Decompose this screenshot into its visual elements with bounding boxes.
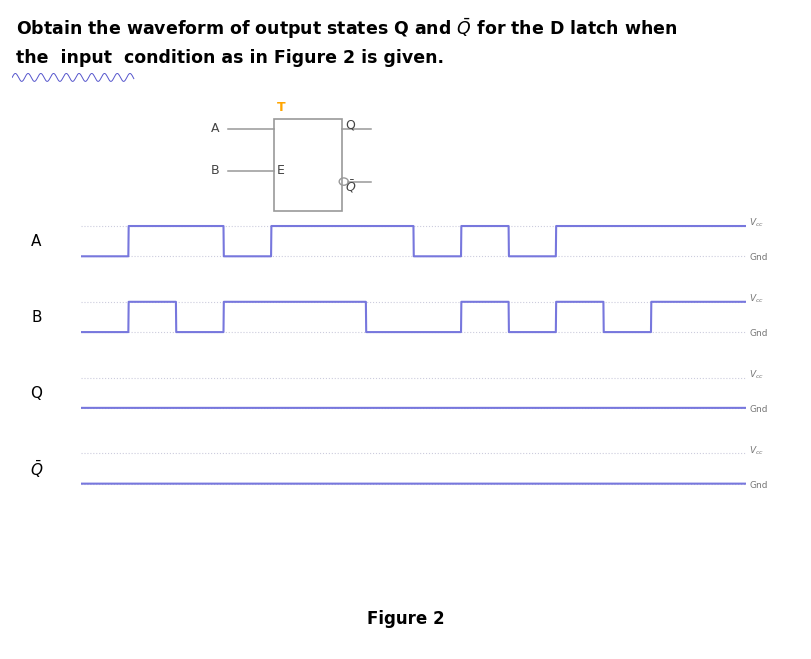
Text: Gnd: Gnd	[749, 329, 768, 338]
Text: $V_{cc}$: $V_{cc}$	[749, 444, 765, 457]
FancyBboxPatch shape	[274, 119, 342, 211]
Text: Gnd: Gnd	[749, 253, 768, 262]
Text: Obtain the waveform of output states Q and $\bar{Q}$ for the D latch when: Obtain the waveform of output states Q a…	[16, 16, 678, 41]
Text: $\bar{Q}$: $\bar{Q}$	[30, 459, 43, 480]
Text: $V_{cc}$: $V_{cc}$	[749, 293, 765, 305]
Text: Figure 2: Figure 2	[367, 610, 444, 629]
Text: E: E	[277, 164, 285, 177]
Text: $\bar{Q}$: $\bar{Q}$	[345, 179, 357, 195]
Text: Gnd: Gnd	[749, 405, 768, 414]
Text: A: A	[211, 122, 219, 135]
Text: B: B	[32, 310, 41, 325]
Text: Q: Q	[31, 386, 42, 401]
Text: $V_{cc}$: $V_{cc}$	[749, 368, 765, 381]
Text: B: B	[211, 164, 219, 177]
Text: A: A	[32, 234, 41, 249]
Text: T: T	[277, 101, 285, 114]
Text: the  input  condition as in Figure 2 is given.: the input condition as in Figure 2 is gi…	[16, 49, 444, 67]
Text: $V_{cc}$: $V_{cc}$	[749, 217, 765, 229]
Text: Q: Q	[345, 119, 355, 131]
Text: Gnd: Gnd	[749, 480, 768, 490]
